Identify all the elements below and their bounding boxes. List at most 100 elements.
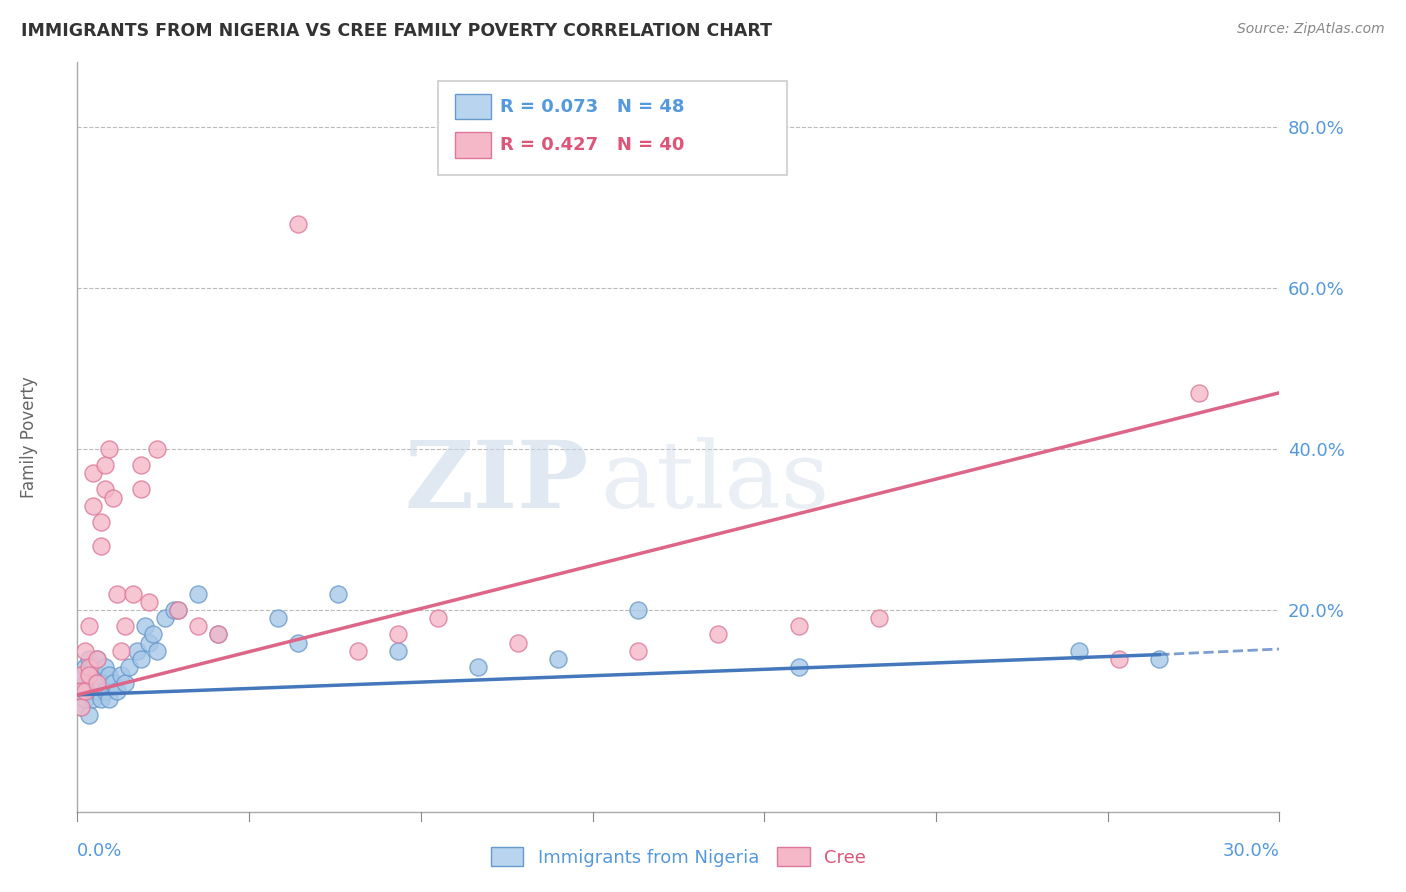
Point <box>103 491 125 505</box>
Point <box>146 643 169 657</box>
Point <box>155 611 177 625</box>
Point <box>75 659 97 673</box>
Point <box>186 587 209 601</box>
Point <box>547 651 569 665</box>
Point <box>70 667 93 681</box>
Point <box>94 659 117 673</box>
Point <box>146 442 169 457</box>
Point <box>131 458 153 473</box>
Point <box>86 651 108 665</box>
Point <box>90 539 112 553</box>
Point <box>82 675 104 690</box>
Point <box>326 587 349 601</box>
Point <box>75 692 97 706</box>
Text: 0.0%: 0.0% <box>77 842 122 860</box>
Point <box>138 635 160 649</box>
Point <box>122 587 145 601</box>
Point <box>207 627 229 641</box>
Point <box>162 603 184 617</box>
Point <box>1149 651 1171 665</box>
Point <box>75 675 97 690</box>
Point <box>138 595 160 609</box>
Point <box>427 611 450 625</box>
Point <box>114 619 136 633</box>
Point <box>1069 643 1091 657</box>
Point <box>118 659 141 673</box>
Text: ZIP: ZIP <box>404 437 588 527</box>
Point <box>75 684 97 698</box>
Text: R = 0.073   N = 48: R = 0.073 N = 48 <box>501 97 685 116</box>
Text: IMMIGRANTS FROM NIGERIA VS CREE FAMILY POVERTY CORRELATION CHART: IMMIGRANTS FROM NIGERIA VS CREE FAMILY P… <box>21 22 772 40</box>
Point <box>82 499 104 513</box>
Point <box>86 684 108 698</box>
Point <box>82 467 104 481</box>
Point <box>707 627 730 641</box>
Point <box>79 651 101 665</box>
Point <box>1108 651 1130 665</box>
Point <box>1188 385 1211 400</box>
Point <box>186 619 209 633</box>
Point <box>347 643 370 657</box>
Point <box>287 635 309 649</box>
Point <box>627 643 650 657</box>
Point <box>134 619 156 633</box>
Text: Family Poverty: Family Poverty <box>20 376 38 498</box>
Text: R = 0.427   N = 40: R = 0.427 N = 40 <box>501 136 685 153</box>
Point <box>387 643 409 657</box>
Point <box>94 458 117 473</box>
Point <box>98 442 121 457</box>
Point <box>70 684 93 698</box>
Point <box>131 651 153 665</box>
Point <box>70 684 93 698</box>
Point <box>82 692 104 706</box>
FancyBboxPatch shape <box>454 132 491 158</box>
Point <box>98 692 121 706</box>
Point <box>94 483 117 497</box>
Point <box>79 684 101 698</box>
Point <box>90 692 112 706</box>
Point <box>787 619 810 633</box>
Point <box>86 667 108 681</box>
Point <box>467 659 489 673</box>
Point <box>79 619 101 633</box>
Point <box>79 659 101 673</box>
Point <box>86 675 108 690</box>
Point <box>110 667 132 681</box>
Point <box>508 635 530 649</box>
Point <box>70 667 93 681</box>
Point <box>207 627 229 641</box>
Point <box>90 675 112 690</box>
Text: 30.0%: 30.0% <box>1223 842 1279 860</box>
Point <box>787 659 810 673</box>
Point <box>114 675 136 690</box>
Point <box>75 643 97 657</box>
Point <box>82 659 104 673</box>
Point <box>166 603 188 617</box>
Point <box>79 667 101 681</box>
Point <box>98 667 121 681</box>
Point <box>103 675 125 690</box>
Point <box>267 611 290 625</box>
Point <box>70 700 93 714</box>
Point <box>127 643 149 657</box>
Legend: Immigrants from Nigeria, Cree: Immigrants from Nigeria, Cree <box>484 839 873 874</box>
Point <box>79 708 101 723</box>
Point <box>79 667 101 681</box>
Text: Source: ZipAtlas.com: Source: ZipAtlas.com <box>1237 22 1385 37</box>
Point <box>70 700 93 714</box>
Point <box>86 651 108 665</box>
Point <box>107 587 129 601</box>
Point <box>107 684 129 698</box>
Point <box>868 611 890 625</box>
FancyBboxPatch shape <box>454 94 491 120</box>
Point <box>142 627 165 641</box>
Point <box>94 684 117 698</box>
Point <box>131 483 153 497</box>
Point <box>287 217 309 231</box>
Text: atlas: atlas <box>600 437 830 527</box>
FancyBboxPatch shape <box>439 81 786 175</box>
Point <box>90 515 112 529</box>
Point <box>627 603 650 617</box>
Point <box>387 627 409 641</box>
Point <box>166 603 188 617</box>
